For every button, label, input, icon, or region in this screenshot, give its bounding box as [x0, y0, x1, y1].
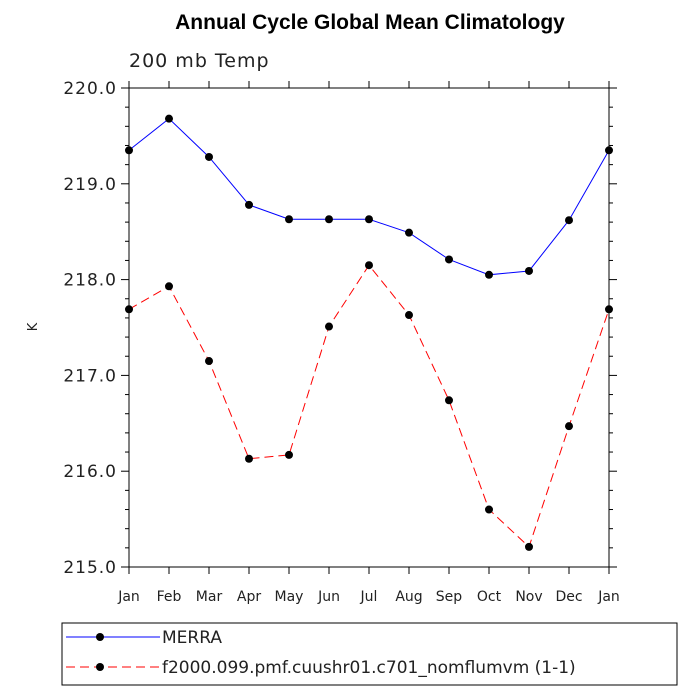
series-1-point — [565, 216, 573, 225]
y-tick-label: 217.0 — [63, 366, 117, 386]
series-2-point — [405, 311, 413, 320]
chart-title: Annual Cycle Global Mean Climatology — [175, 11, 565, 34]
series-2-point — [325, 322, 333, 331]
x-tick-label: Sep — [436, 589, 463, 605]
series-1-point — [165, 114, 173, 123]
y-tick-label: 219.0 — [63, 175, 117, 195]
series-1-point — [445, 255, 453, 264]
series-2-point — [285, 450, 293, 459]
series-1-point — [125, 146, 133, 155]
y-tick-label: 216.0 — [63, 462, 117, 482]
x-tick-label: Aug — [395, 589, 422, 605]
series-2-point — [525, 542, 533, 551]
series-1-point — [285, 215, 293, 224]
x-tick-label: Apr — [237, 589, 261, 605]
x-tick-label: Jun — [317, 589, 340, 605]
series-1-point — [205, 152, 213, 161]
series-2-point — [205, 357, 213, 366]
series-2-point — [245, 454, 253, 463]
legend-label-1: MERRA — [162, 628, 222, 648]
series-2-point — [445, 396, 453, 405]
series-2-point — [365, 261, 373, 270]
x-tick-label: May — [275, 589, 304, 605]
chart-subtitle: 200 mb Temp — [129, 50, 270, 72]
x-tick-label: Nov — [515, 589, 542, 605]
y-tick-label: 220.0 — [63, 79, 117, 99]
series-2-point — [485, 505, 493, 514]
x-tick-label: Mar — [196, 589, 223, 605]
x-tick-label: Jan — [117, 589, 140, 605]
legend-marker-2 — [96, 663, 104, 671]
series-2-point — [565, 422, 573, 431]
y-tick-label: 218.0 — [63, 271, 117, 291]
x-axis: Jan Feb Mar Apr May Jun Jul Aug Sep Oct Nov Dec Jan — [117, 81, 620, 605]
y-axis-label: K — [26, 322, 41, 331]
series-1-point — [485, 270, 493, 279]
x-tick-label: Feb — [157, 589, 182, 605]
legend: MERRA f2000.099.pmf.cuushr01.c701_nomflum… — [66, 628, 576, 678]
legend-label-2: f2000.099.pmf.cuushr01.c701_nomflumvm (1… — [162, 658, 576, 678]
legend-box — [61, 622, 678, 686]
x-tick-label: Jan — [597, 589, 620, 605]
x-tick-label: Dec — [555, 589, 582, 605]
x-tick-label: Oct — [477, 589, 502, 605]
series-line-2 — [128, 264, 610, 548]
series-1-point — [365, 215, 373, 224]
series-2-point — [605, 305, 613, 314]
x-tick-label: Jul — [360, 589, 378, 605]
series-1-point — [405, 228, 413, 237]
series-1-point — [245, 200, 253, 209]
y-tick-label: 215.0 — [63, 558, 117, 578]
plot-frame — [128, 87, 610, 568]
series-line-1 — [128, 117, 610, 276]
series-2-point — [165, 282, 173, 291]
series-1-point — [325, 215, 333, 224]
series-layer — [125, 114, 613, 551]
series-1-point — [525, 266, 533, 275]
series-2-point — [125, 305, 133, 314]
series-1-point — [605, 146, 613, 155]
legend-marker-1 — [96, 633, 104, 641]
y-axis: 215.0 216.0 217.0 218.0 219.0 220.0 — [63, 79, 617, 578]
